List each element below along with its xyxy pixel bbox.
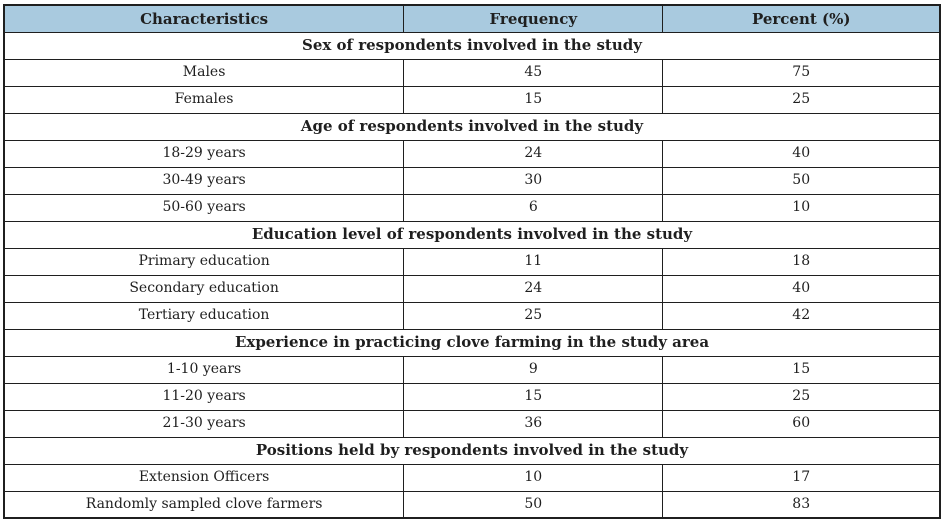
header-row: Characteristics Frequency Percent (%) [3, 4, 941, 33]
cell-frequency: 30 [403, 166, 664, 195]
section-title: Education level of respondents involved … [3, 220, 941, 249]
table-row: Females 15 25 [3, 85, 941, 114]
cell-characteristic: Secondary education [3, 274, 405, 303]
cell-frequency: 15 [403, 382, 664, 411]
section-title: Positions held by respondents involved i… [3, 436, 941, 465]
cell-frequency: 36 [403, 409, 664, 438]
table-row: Randomly sampled clove farmers 50 83 [3, 490, 941, 519]
cell-frequency: 50 [403, 490, 664, 519]
cell-percent: 10 [662, 193, 941, 222]
table-row: Extension Officers 10 17 [3, 463, 941, 492]
cell-characteristic: Females [3, 85, 405, 114]
cell-characteristic: 1-10 years [3, 355, 405, 384]
cell-percent: 83 [662, 490, 941, 519]
cell-characteristic: 30-49 years [3, 166, 405, 195]
cell-percent: 40 [662, 274, 941, 303]
section-row: Education level of respondents involved … [3, 220, 941, 249]
cell-characteristic: Primary education [3, 247, 405, 276]
section-title: Experience in practicing clove farming i… [3, 328, 941, 357]
cell-frequency: 24 [403, 139, 664, 168]
header-frequency: Frequency [403, 4, 664, 33]
table-row: 18-29 years 24 40 [3, 139, 941, 168]
table-row: Secondary education 24 40 [3, 274, 941, 303]
table-row: 30-49 years 30 50 [3, 166, 941, 195]
header-percent: Percent (%) [662, 4, 941, 33]
section-row: Sex of respondents involved in the study [3, 31, 941, 60]
cell-percent: 75 [662, 58, 941, 87]
respondents-characteristics-table: Characteristics Frequency Percent (%) Se… [3, 4, 941, 519]
cell-percent: 40 [662, 139, 941, 168]
table-row: 1-10 years 9 15 [3, 355, 941, 384]
table-row: Males 45 75 [3, 58, 941, 87]
section-title: Age of respondents involved in the study [3, 112, 941, 141]
section-row: Age of respondents involved in the study [3, 112, 941, 141]
cell-frequency: 45 [403, 58, 664, 87]
cell-characteristic: Males [3, 58, 405, 87]
section-title: Sex of respondents involved in the study [3, 31, 941, 60]
section-row: Experience in practicing clove farming i… [3, 328, 941, 357]
cell-characteristic: 50-60 years [3, 193, 405, 222]
table-row: Primary education 11 18 [3, 247, 941, 276]
data-table: Characteristics Frequency Percent (%) Se… [3, 4, 941, 519]
cell-frequency: 10 [403, 463, 664, 492]
cell-characteristic: 18-29 years [3, 139, 405, 168]
header-characteristics: Characteristics [3, 4, 405, 33]
table-row: 11-20 years 15 25 [3, 382, 941, 411]
cell-percent: 18 [662, 247, 941, 276]
cell-percent: 50 [662, 166, 941, 195]
section-row: Positions held by respondents involved i… [3, 436, 941, 465]
cell-percent: 15 [662, 355, 941, 384]
table-row: 21-30 years 36 60 [3, 409, 941, 438]
table-body: Sex of respondents involved in the study… [3, 31, 941, 519]
table-row: Tertiary education 25 42 [3, 301, 941, 330]
cell-percent: 60 [662, 409, 941, 438]
cell-frequency: 25 [403, 301, 664, 330]
table-header: Characteristics Frequency Percent (%) [3, 4, 941, 33]
cell-percent: 17 [662, 463, 941, 492]
cell-characteristic: Extension Officers [3, 463, 405, 492]
cell-percent: 25 [662, 85, 941, 114]
cell-frequency: 9 [403, 355, 664, 384]
cell-frequency: 15 [403, 85, 664, 114]
cell-characteristic: Randomly sampled clove farmers [3, 490, 405, 519]
cell-characteristic: 11-20 years [3, 382, 405, 411]
cell-frequency: 6 [403, 193, 664, 222]
cell-frequency: 11 [403, 247, 664, 276]
cell-frequency: 24 [403, 274, 664, 303]
table-row: 50-60 years 6 10 [3, 193, 941, 222]
cell-characteristic: 21-30 years [3, 409, 405, 438]
cell-characteristic: Tertiary education [3, 301, 405, 330]
cell-percent: 42 [662, 301, 941, 330]
cell-percent: 25 [662, 382, 941, 411]
